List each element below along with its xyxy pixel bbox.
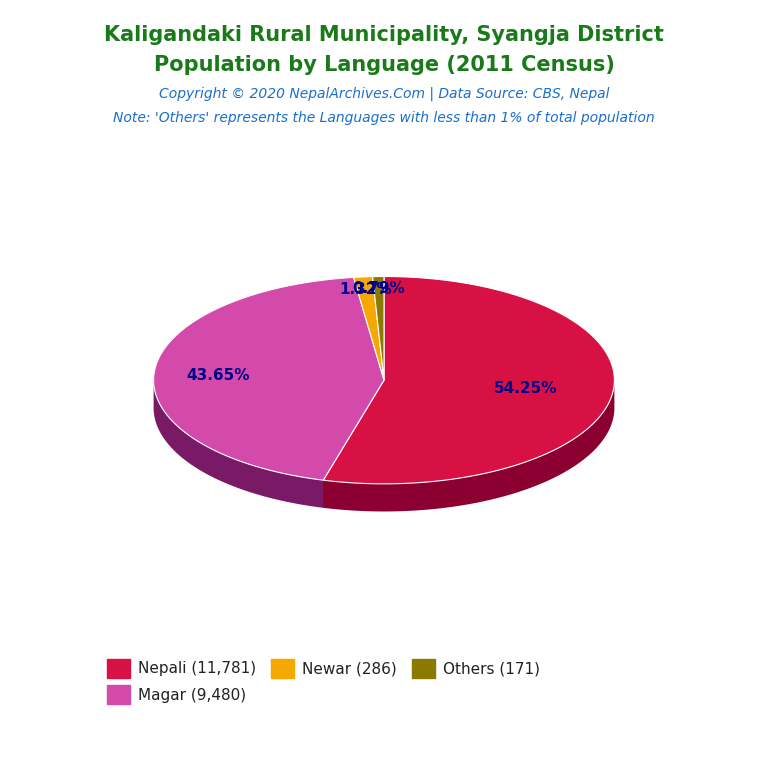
- Text: Kaligandaki Rural Municipality, Syangja District: Kaligandaki Rural Municipality, Syangja …: [104, 25, 664, 45]
- Legend: Nepali (11,781), Magar (9,480), Newar (286), Others (171): Nepali (11,781), Magar (9,480), Newar (2…: [101, 653, 545, 710]
- Polygon shape: [323, 380, 384, 508]
- Polygon shape: [323, 380, 384, 508]
- Text: 1.32%: 1.32%: [339, 282, 392, 296]
- Text: 43.65%: 43.65%: [187, 368, 250, 382]
- Polygon shape: [154, 381, 323, 508]
- Polygon shape: [353, 276, 384, 380]
- Polygon shape: [372, 276, 384, 380]
- Text: 0.79%: 0.79%: [353, 281, 406, 296]
- Polygon shape: [323, 276, 614, 484]
- Polygon shape: [323, 381, 614, 511]
- Text: Note: 'Others' represents the Languages with less than 1% of total population: Note: 'Others' represents the Languages …: [113, 111, 655, 125]
- Text: Population by Language (2011 Census): Population by Language (2011 Census): [154, 55, 614, 75]
- Text: Copyright © 2020 NepalArchives.Com | Data Source: CBS, Nepal: Copyright © 2020 NepalArchives.Com | Dat…: [159, 86, 609, 101]
- Text: 54.25%: 54.25%: [494, 381, 558, 396]
- Polygon shape: [154, 277, 384, 480]
